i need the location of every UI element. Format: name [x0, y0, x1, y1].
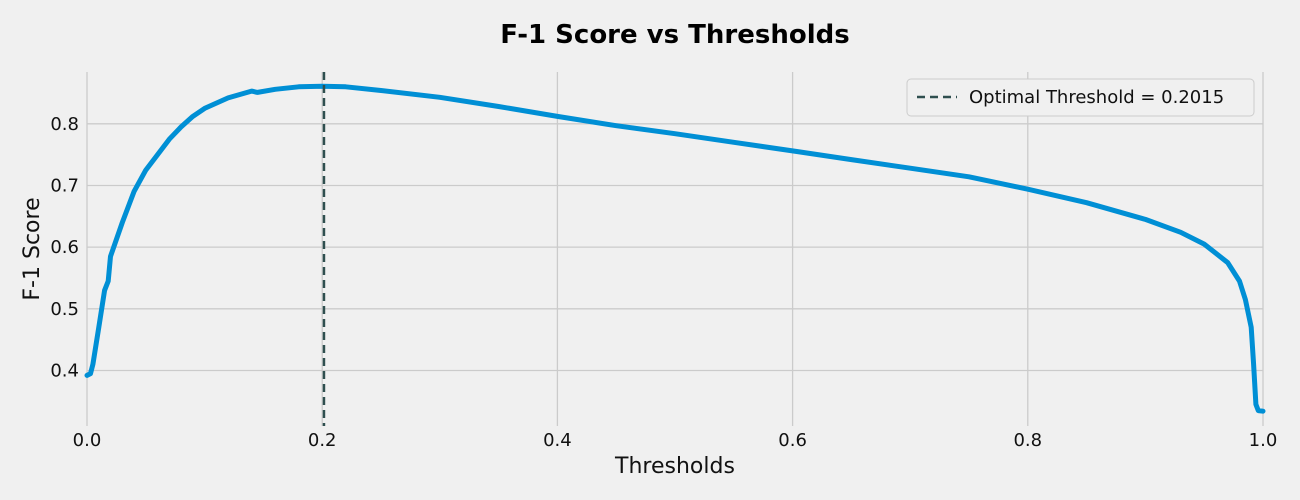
y-tick-label: 0.4	[50, 360, 79, 381]
chart-title: F-1 Score vs Thresholds	[500, 20, 849, 50]
x-tick-labels: 0.0 0.2 0.4 0.6 0.8 1.0	[73, 430, 1278, 451]
x-tick-label: 0.0	[73, 430, 102, 451]
legend: Optimal Threshold = 0.2015	[906, 78, 1255, 117]
y-tick-label: 0.5	[50, 299, 79, 320]
x-tick-label: 0.2	[308, 430, 337, 451]
x-axis-label: Thresholds	[614, 454, 735, 479]
y-tick-label: 0.8	[50, 114, 79, 135]
y-tick-label: 0.7	[50, 175, 79, 196]
x-tick-label: 0.4	[543, 430, 572, 451]
x-tick-label: 1.0	[1249, 430, 1278, 451]
y-tick-labels: 0.4 0.5 0.6 0.7 0.8	[50, 114, 79, 382]
y-axis-label: F-1 Score	[20, 197, 45, 300]
legend-label: Optimal Threshold = 0.2015	[969, 87, 1224, 108]
y-tick-label: 0.6	[50, 237, 79, 258]
x-tick-label: 0.6	[778, 430, 807, 451]
legend-box	[906, 78, 1255, 117]
series-layer	[84, 83, 1266, 414]
x-tick-label: 0.8	[1013, 430, 1042, 451]
f1-score-line	[84, 83, 1266, 414]
grid	[86, 72, 1264, 426]
